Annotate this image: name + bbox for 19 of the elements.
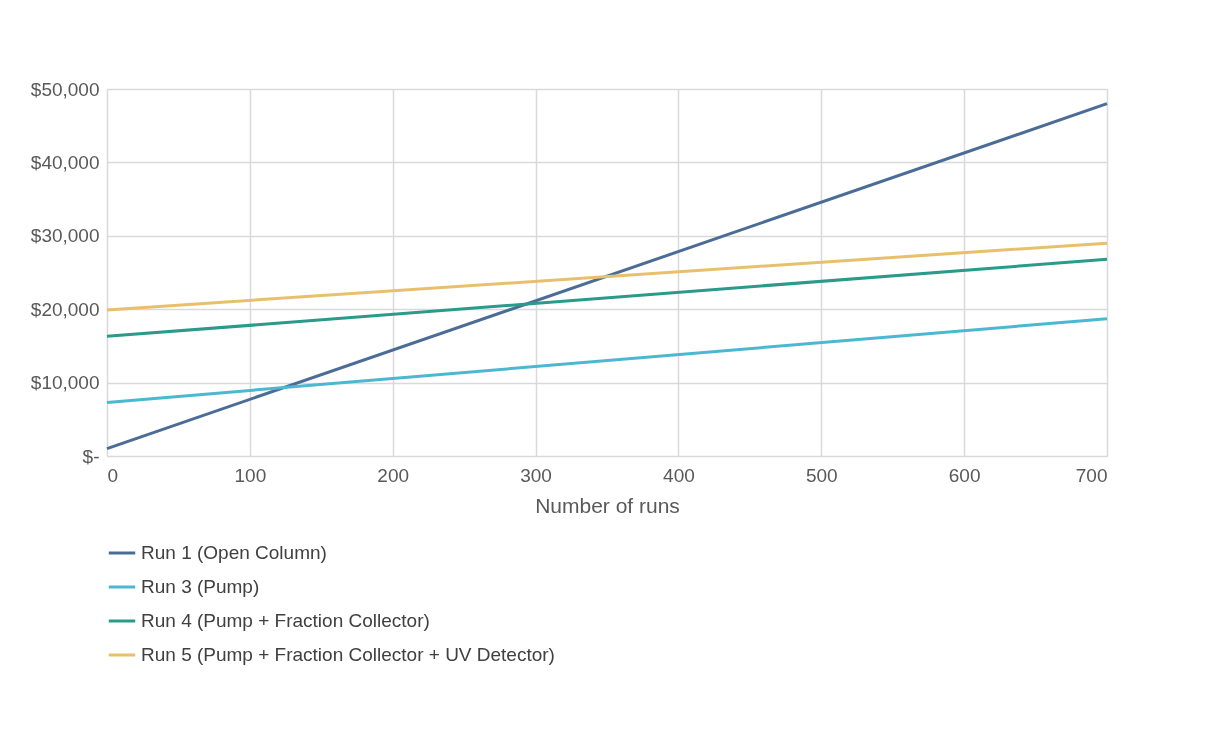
x-tick-label: 700 [1075,464,1108,486]
x-tick-label: 600 [948,464,981,486]
x-tick-label: 100 [234,464,267,486]
x-axis-title: Number of runs [535,493,680,517]
x-tick-label: 500 [805,464,838,486]
y-tick-label: $40,000 [30,151,100,173]
y-tick-label: $- [82,445,100,467]
y-tick-label: $30,000 [30,225,100,247]
x-tick-label: 200 [377,464,410,486]
legend-label: Run 5 (Pump + Fraction Collector + UV Detector) [141,644,555,665]
legend-label: Run 1 (Open Column) [141,542,327,563]
x-tick-label: 400 [663,464,695,486]
x-tick-label: 0 [107,464,119,486]
x-tick-label: 300 [520,464,552,486]
legend-label: Run 3 (Pump) [141,576,260,597]
legend-label: Run 4 (Pump + Fraction Collector) [141,610,430,631]
y-tick-label: $10,000 [30,372,100,394]
y-tick-label: $50,000 [30,78,100,100]
y-tick-label: $20,000 [30,298,100,320]
